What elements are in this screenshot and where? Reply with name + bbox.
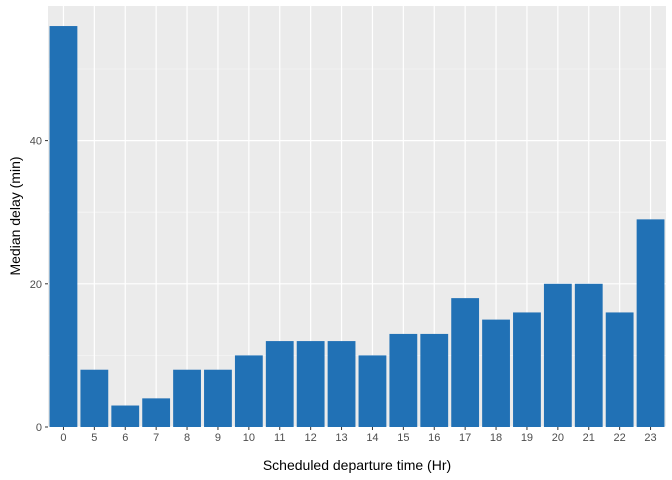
x-tick-label: 20 <box>552 432 564 444</box>
x-tick-label: 8 <box>184 432 190 444</box>
bar <box>296 341 325 427</box>
x-axis: 0 5 6 7 8 9 10 11 12 13 14 15 16 17 18 19 20 21 22 23 <box>60 427 657 444</box>
x-tick-label: 18 <box>490 432 502 444</box>
x-tick-label: 0 <box>60 432 66 444</box>
x-tick-label: 14 <box>366 432 378 444</box>
bar <box>389 333 418 427</box>
x-tick-label: 17 <box>459 432 471 444</box>
bar <box>543 283 572 427</box>
x-tick-label: 6 <box>122 432 128 444</box>
x-tick-label: 10 <box>243 432 255 444</box>
x-tick-label: 9 <box>215 432 221 444</box>
bar <box>636 219 665 427</box>
bar <box>49 26 78 428</box>
x-tick-label: 11 <box>274 432 285 444</box>
bar <box>451 298 480 427</box>
bar <box>358 355 387 427</box>
x-tick-label: 7 <box>153 432 159 444</box>
bar <box>420 333 449 427</box>
bar <box>142 398 171 427</box>
bars <box>49 26 665 428</box>
bar <box>574 283 603 427</box>
x-tick-label: 23 <box>644 432 656 444</box>
x-tick-label: 19 <box>521 432 533 444</box>
bar <box>482 319 510 427</box>
bar <box>513 312 541 427</box>
bar <box>605 312 634 427</box>
x-tick-label: 21 <box>583 432 595 444</box>
bar <box>265 341 294 427</box>
x-tick-label: 5 <box>91 432 97 444</box>
bar <box>234 355 263 427</box>
y-tick-label: 40 <box>30 136 42 148</box>
x-tick-label: 13 <box>335 432 347 444</box>
y-tick-label: 0 <box>36 422 42 434</box>
bar <box>173 369 201 427</box>
y-axis: 0 20 40 <box>30 136 48 434</box>
x-axis-title: Scheduled departure time (Hr) <box>263 457 451 473</box>
x-tick-label: 22 <box>614 432 626 444</box>
bar <box>204 369 232 427</box>
bar <box>327 341 356 427</box>
x-tick-label: 12 <box>305 432 317 444</box>
x-tick-label: 15 <box>397 432 409 444</box>
bar <box>111 405 140 427</box>
x-tick-label: 16 <box>428 432 440 444</box>
bar <box>80 369 109 427</box>
y-tick-label: 20 <box>30 279 42 291</box>
y-axis-title: Median delay (min) <box>7 156 23 275</box>
